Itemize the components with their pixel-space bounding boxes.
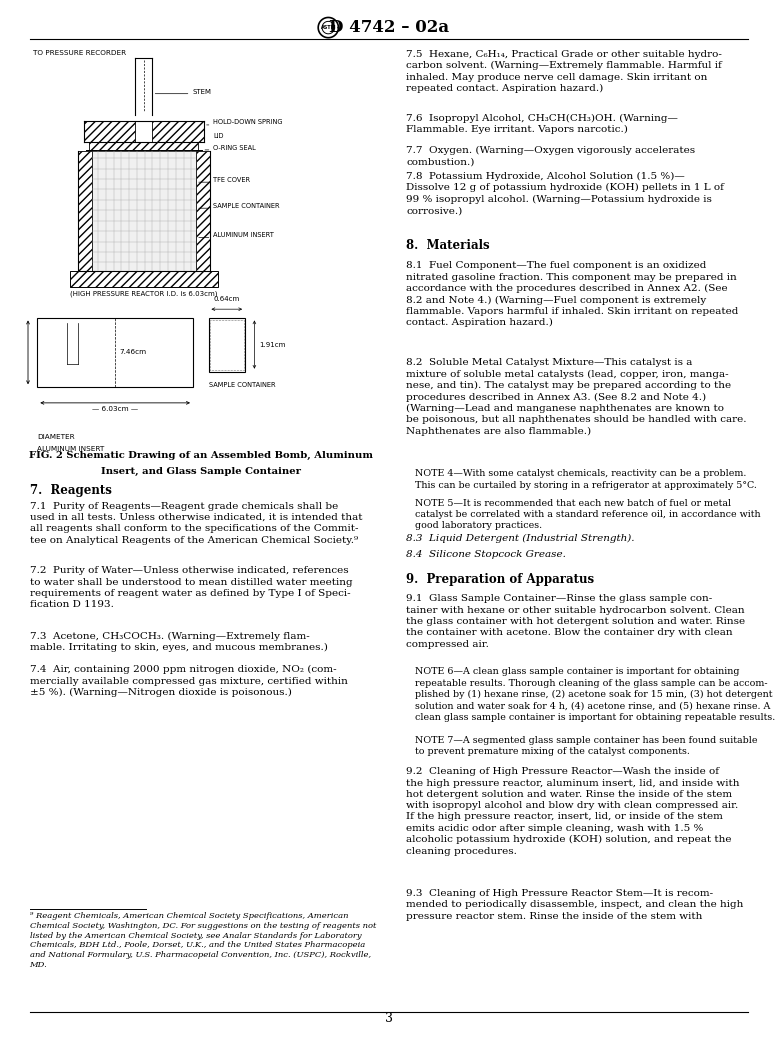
- Text: 9.2  Cleaning of High Pressure Reactor—Wash the inside of
the high pressure reac: 9.2 Cleaning of High Pressure Reactor—Wa…: [406, 767, 740, 856]
- Text: NOTE 5—It is recommended that each new batch of fuel or metal
catalyst be correl: NOTE 5—It is recommended that each new b…: [415, 499, 761, 530]
- Text: 7.6  Isopropyl Alcohol, CH₃CH(CH₃)OH. (Warning—
Flammable. Eye irritant. Vapors : 7.6 Isopropyl Alcohol, CH₃CH(CH₃)OH. (Wa…: [406, 113, 678, 134]
- Bar: [196, 151, 210, 271]
- Text: 7.7  Oxygen. (Warning—Oxygen vigorously accelerates
combustion.): 7.7 Oxygen. (Warning—Oxygen vigorously a…: [406, 146, 696, 167]
- Text: 7.3  Acetone, CH₃COCH₃. (Warning—Extremely flam-
mable. Irritating to skin, eyes: 7.3 Acetone, CH₃COCH₃. (Warning—Extremel…: [30, 632, 328, 653]
- Text: D 4742 – 02a: D 4742 – 02a: [329, 19, 449, 36]
- Text: FIG. 2 Schematic Drawing of an Assembled Bomb, Aluminum: FIG. 2 Schematic Drawing of an Assembled…: [29, 451, 373, 460]
- Text: DIAMETER: DIAMETER: [37, 434, 75, 440]
- Bar: [70, 271, 218, 287]
- Text: 7.5  Hexane, C₆H₁₄, Practical Grade or other suitable hydro-
carbon solvent. (Wa: 7.5 Hexane, C₆H₁₄, Practical Grade or ot…: [406, 50, 722, 94]
- Bar: [84, 121, 135, 142]
- Text: O-RING SEAL: O-RING SEAL: [213, 145, 256, 151]
- Text: 7.4  Air, containing 2000 ppm nitrogen dioxide, NO₂ (com-
mercially available co: 7.4 Air, containing 2000 ppm nitrogen di…: [30, 665, 348, 697]
- Text: SAMPLE CONTAINER: SAMPLE CONTAINER: [213, 203, 280, 209]
- Text: TFE COVER: TFE COVER: [213, 177, 251, 183]
- Text: 9.1  Glass Sample Container—Rinse the glass sample con-
tainer with hexane or ot: 9.1 Glass Sample Container—Rinse the gla…: [406, 594, 745, 649]
- Text: — 6.03cm —: — 6.03cm —: [92, 406, 138, 412]
- Text: 8.3  Liquid Detergent (Industrial Strength).: 8.3 Liquid Detergent (Industrial Strengt…: [406, 534, 635, 543]
- Text: LID: LID: [213, 133, 223, 139]
- Text: 3: 3: [385, 1012, 393, 1024]
- Text: 8.  Materials: 8. Materials: [406, 239, 489, 252]
- Text: 8.1  Fuel Component—The fuel component is an oxidized
nitrated gasoline fraction: 8.1 Fuel Component—The fuel component is…: [406, 261, 738, 327]
- Text: NOTE 4—With some catalyst chemicals, reactivity can be a problem.
This can be cu: NOTE 4—With some catalyst chemicals, rea…: [415, 469, 757, 490]
- Text: NOTE 7—A segmented glass sample container has been found suitable
to prevent pre: NOTE 7—A segmented glass sample containe…: [415, 736, 758, 757]
- Text: NOTE 6—A clean glass sample container is important for obtaining
repeatable resu: NOTE 6—A clean glass sample container is…: [415, 667, 776, 721]
- Text: TO PRESSURE RECORDER: TO PRESSURE RECORDER: [33, 50, 127, 56]
- Text: 7.8  Potassium Hydroxide, Alcohol Solution (1.5 %)—
Dissolve 12 g of potassium h: 7.8 Potassium Hydroxide, Alcohol Solutio…: [406, 172, 724, 215]
- Bar: [92, 151, 196, 271]
- Bar: [89, 142, 198, 150]
- Text: 7.1  Purity of Reagents—Reagent grade chemicals shall be
used in all tests. Unle: 7.1 Purity of Reagents—Reagent grade che…: [30, 502, 362, 544]
- Text: 1.91cm: 1.91cm: [259, 341, 286, 348]
- Bar: [210, 320, 244, 370]
- Text: 7.  Reagents: 7. Reagents: [30, 484, 111, 497]
- Bar: [209, 318, 245, 372]
- Text: 8.2  Soluble Metal Catalyst Mixture—This catalyst is a
mixture of soluble metal : 8.2 Soluble Metal Catalyst Mixture—This …: [406, 358, 747, 436]
- Text: ASTM: ASTM: [321, 25, 336, 30]
- Text: ALUMINUM INSERT: ALUMINUM INSERT: [37, 446, 104, 452]
- Text: 9.  Preparation of Apparatus: 9. Preparation of Apparatus: [406, 573, 594, 585]
- Text: HOLD-DOWN SPRING: HOLD-DOWN SPRING: [213, 119, 282, 125]
- Bar: [37, 318, 193, 387]
- Text: 7.46cm: 7.46cm: [119, 350, 146, 355]
- Text: 9.3  Cleaning of High Pressure Reactor Stem—It is recom-
mended to periodically : 9.3 Cleaning of High Pressure Reactor St…: [406, 889, 744, 920]
- Text: 7.2  Purity of Water—Unless otherwise indicated, references
to water shall be un: 7.2 Purity of Water—Unless otherwise ind…: [30, 566, 352, 609]
- Text: 0.64cm: 0.64cm: [214, 296, 240, 302]
- Text: ALUMINUM INSERT: ALUMINUM INSERT: [213, 232, 274, 238]
- Text: SAMPLE CONTAINER: SAMPLE CONTAINER: [209, 382, 275, 388]
- Text: (HIGH PRESSURE REACTOR I.D. is 6.03cm): (HIGH PRESSURE REACTOR I.D. is 6.03cm): [70, 290, 218, 297]
- Bar: [152, 121, 204, 142]
- Bar: [78, 151, 92, 271]
- Text: Insert, and Glass Sample Container: Insert, and Glass Sample Container: [100, 467, 301, 477]
- Text: STEM: STEM: [192, 90, 211, 95]
- Text: ⁹ Reagent Chemicals, American Chemical Society Specifications, American
Chemical: ⁹ Reagent Chemicals, American Chemical S…: [30, 912, 376, 969]
- Text: 8.4  Silicone Stopcock Grease.: 8.4 Silicone Stopcock Grease.: [406, 550, 566, 559]
